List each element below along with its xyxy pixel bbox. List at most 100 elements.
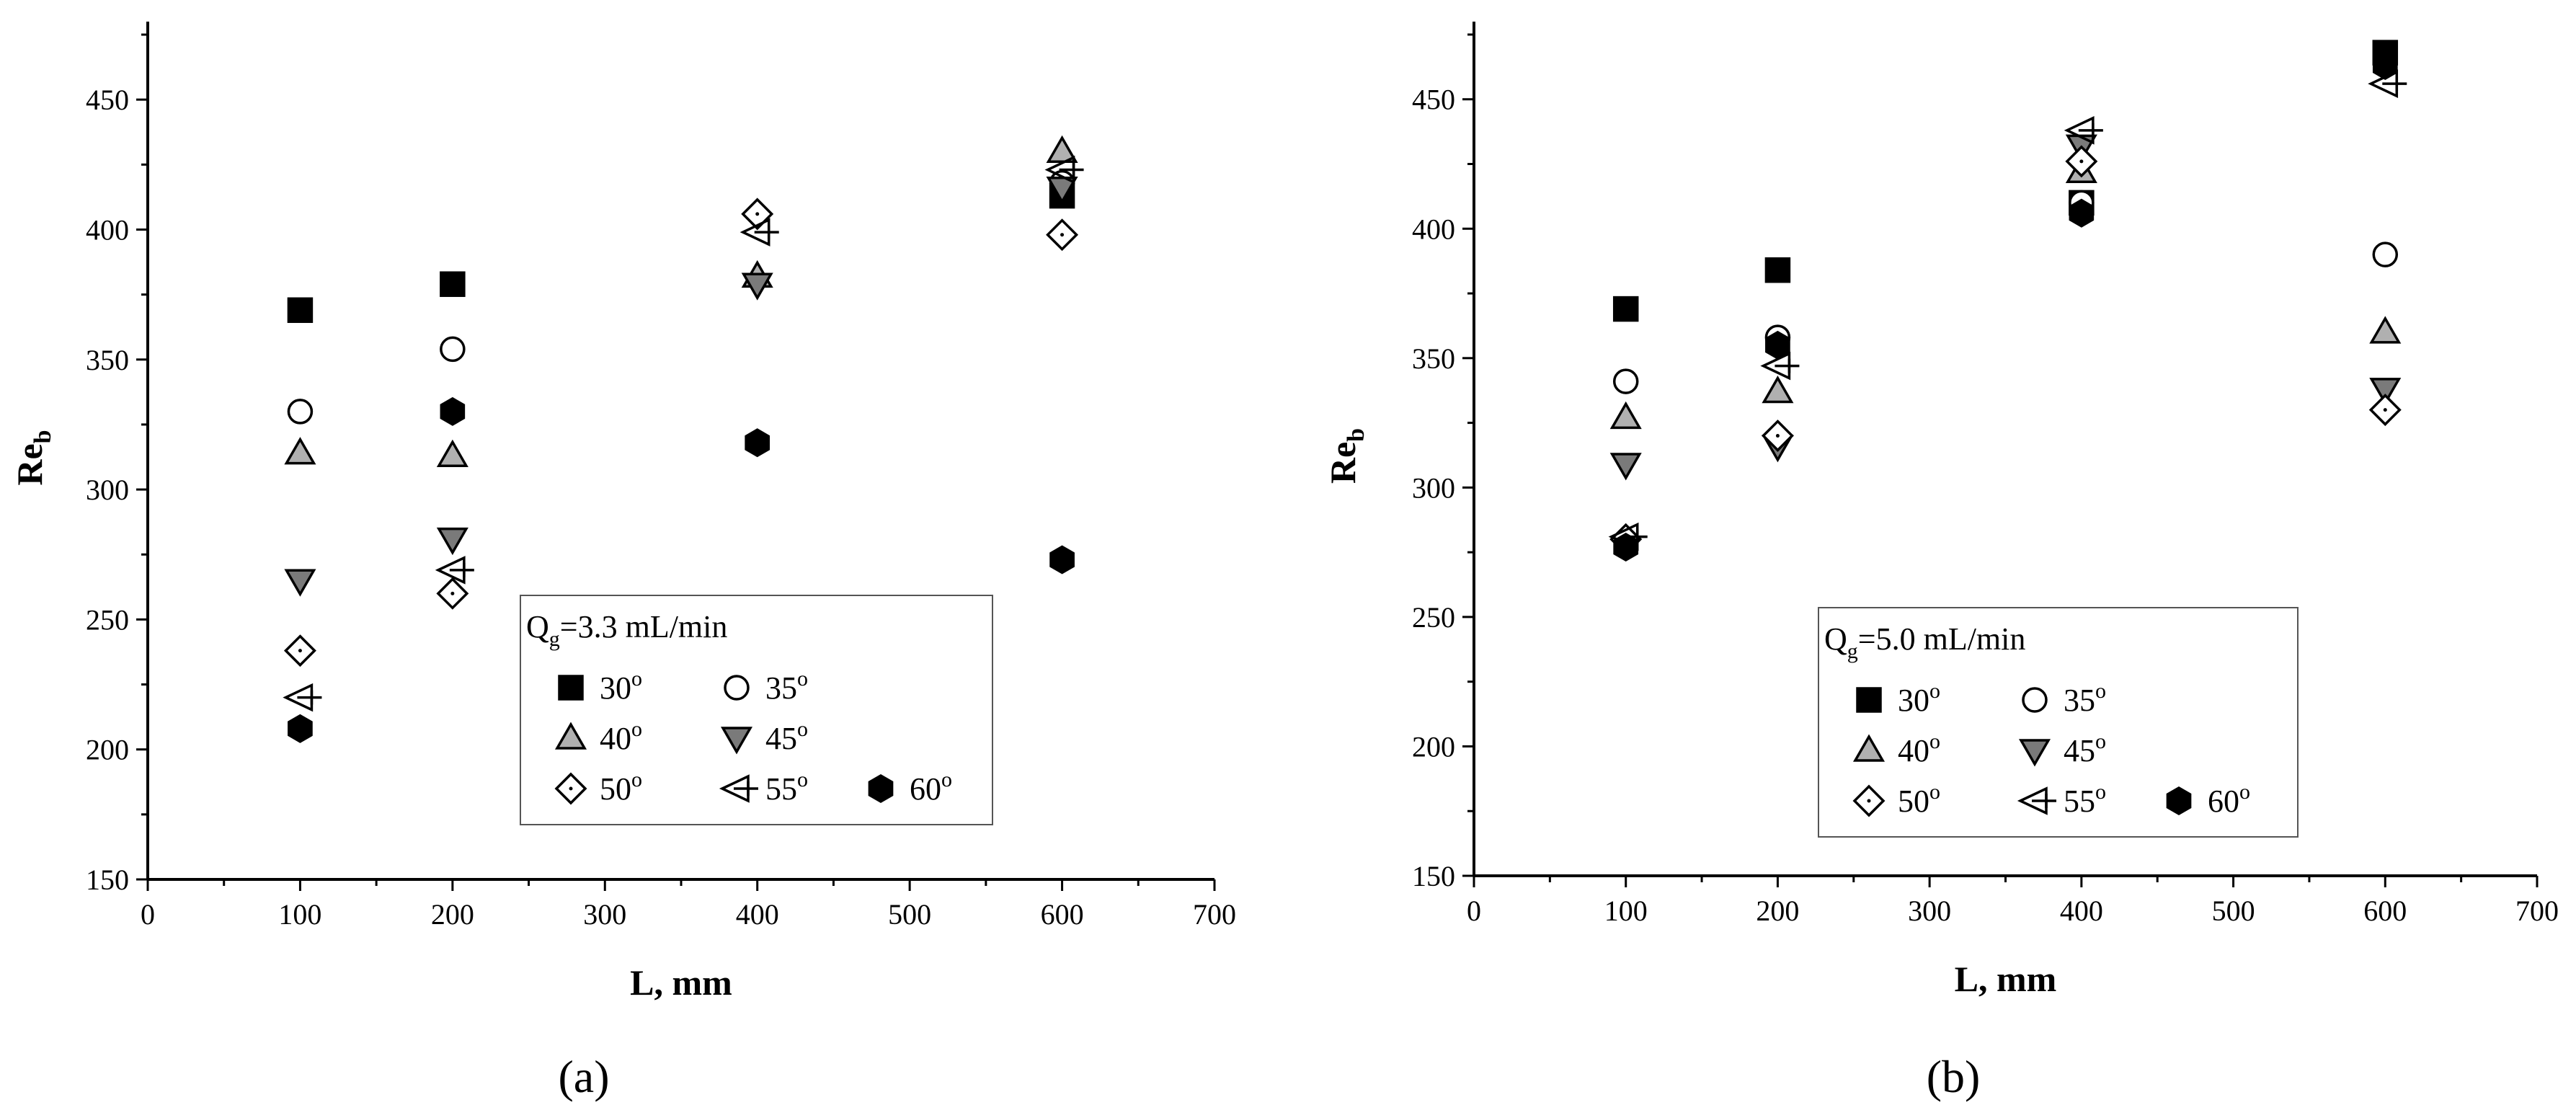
data-point bbox=[2065, 145, 2098, 178]
legend-entry-value: 50 bbox=[1898, 784, 1929, 819]
legend-title: Qg=5.0 mL/min bbox=[1824, 621, 2025, 663]
data-point bbox=[1760, 351, 1800, 381]
data-point bbox=[1765, 330, 1790, 360]
series-30deg bbox=[287, 182, 1075, 324]
series-45deg bbox=[1609, 134, 2402, 481]
x-tick-label: 700 bbox=[2515, 895, 2559, 927]
data-point bbox=[2064, 116, 2103, 145]
legend-marker bbox=[1856, 687, 1882, 713]
legend-entry-label: 50o bbox=[1898, 780, 1940, 819]
legend-entry-label: 50o bbox=[600, 768, 642, 807]
legend-entry-label: 35o bbox=[765, 667, 808, 706]
legend-entry-degree: o bbox=[2095, 780, 2106, 804]
panel-label: (b) bbox=[1927, 1051, 1981, 1102]
panel-label: (a) bbox=[558, 1051, 609, 1102]
data-point bbox=[283, 683, 322, 712]
x-tick-label: 500 bbox=[888, 898, 931, 931]
data-point bbox=[284, 569, 316, 597]
data-point bbox=[288, 714, 313, 743]
legend-marker bbox=[1852, 784, 1886, 817]
legend-title-rest: =5.0 mL/min bbox=[1858, 621, 2026, 657]
series-60deg bbox=[1613, 50, 2398, 562]
x-tick-label: 0 bbox=[1467, 895, 1481, 927]
x-tick-label: 200 bbox=[431, 898, 474, 931]
series-30deg bbox=[1612, 40, 2399, 322]
data-point bbox=[1761, 420, 1794, 453]
data-point bbox=[1612, 296, 1639, 322]
legend-entry-degree: o bbox=[631, 717, 642, 741]
y-tick-label: 200 bbox=[1412, 730, 1455, 763]
legend-marker bbox=[724, 675, 750, 701]
y-tick-label: 450 bbox=[86, 84, 129, 116]
x-tick-label: 600 bbox=[2363, 895, 2407, 927]
legend-marker bbox=[720, 727, 753, 755]
series-55deg bbox=[283, 155, 1084, 712]
x-tick-label: 500 bbox=[2212, 895, 2255, 927]
legend-entry-label: 60o bbox=[910, 768, 952, 807]
y-tick-label: 200 bbox=[86, 734, 129, 766]
legend-marker bbox=[2166, 786, 2192, 816]
data-point bbox=[436, 527, 468, 556]
data-point bbox=[1609, 401, 1642, 430]
x-axis-label: L, mm bbox=[1955, 959, 2057, 999]
chart-panel-a: 0 100 200 300 400 500 600 700 150 200 250 300 350 400… bbox=[9, 22, 1236, 1102]
legend-entry-label: 60o bbox=[2208, 780, 2250, 819]
legend-marker bbox=[2022, 687, 2048, 713]
legend-title-base: Q bbox=[526, 609, 549, 644]
data-point bbox=[287, 297, 314, 324]
legend-entry-label: 30o bbox=[600, 667, 642, 706]
y-axis-label-base: Re bbox=[1323, 442, 1363, 484]
legend-entry-value: 45 bbox=[2064, 733, 2095, 768]
legend-title-base: Q bbox=[1824, 621, 1847, 657]
legend-entry-degree: o bbox=[1929, 729, 1940, 753]
legend-entry-degree: o bbox=[797, 717, 808, 741]
data-point bbox=[2369, 316, 2402, 344]
data-point bbox=[440, 271, 466, 297]
y-axis-label-sub: b bbox=[30, 430, 56, 443]
x-tick-label: 200 bbox=[1756, 895, 1799, 927]
legend-marker bbox=[868, 773, 894, 804]
x-tick-label: 400 bbox=[2060, 895, 2103, 927]
legend-entry-label: 40o bbox=[1898, 729, 1940, 768]
x-tick-label: 700 bbox=[1193, 898, 1236, 931]
legend-title-rest: =3.3 mL/min bbox=[560, 609, 728, 644]
x-tick-label: 0 bbox=[141, 898, 155, 931]
x-tick-label: 300 bbox=[583, 898, 626, 931]
data-point bbox=[1762, 375, 1794, 404]
legend-entry-degree: o bbox=[631, 768, 642, 791]
legend-marker bbox=[2017, 786, 2056, 815]
data-point bbox=[1609, 453, 1642, 481]
legend-box bbox=[1818, 607, 2299, 838]
data-point bbox=[2372, 241, 2399, 267]
legend-entry-degree: o bbox=[2239, 780, 2250, 804]
legend-marker bbox=[2018, 739, 2051, 767]
series-55deg bbox=[1608, 69, 2407, 551]
legend-entry-value: 30 bbox=[1898, 683, 1929, 718]
y-axis-label-base: Re bbox=[9, 443, 50, 485]
x-tick-label: 400 bbox=[736, 898, 779, 931]
y-tick-label: 400 bbox=[1412, 213, 1455, 245]
data-point bbox=[1613, 532, 1639, 562]
x-tick-label: 100 bbox=[1604, 895, 1648, 927]
legend-entry-value: 35 bbox=[2064, 683, 2095, 718]
legend-marker bbox=[1852, 734, 1886, 762]
data-point bbox=[440, 336, 466, 363]
legend-entry-degree: o bbox=[2095, 679, 2106, 703]
series-50deg bbox=[1609, 145, 2402, 556]
data-point bbox=[1044, 155, 1084, 185]
legend-entry-degree: o bbox=[797, 667, 808, 691]
y-tick-label: 250 bbox=[1412, 601, 1455, 634]
series-60deg bbox=[288, 396, 1075, 743]
legend-entry-value: 30 bbox=[600, 670, 631, 706]
data-point bbox=[1612, 368, 1639, 394]
legend-entry-value: 40 bbox=[1898, 733, 1929, 768]
y-tick-label: 300 bbox=[1412, 471, 1455, 504]
data-point bbox=[436, 577, 469, 610]
data-point bbox=[2372, 50, 2398, 81]
series-40deg bbox=[284, 135, 1078, 467]
data-point bbox=[435, 556, 474, 585]
data-point bbox=[1049, 545, 1075, 574]
